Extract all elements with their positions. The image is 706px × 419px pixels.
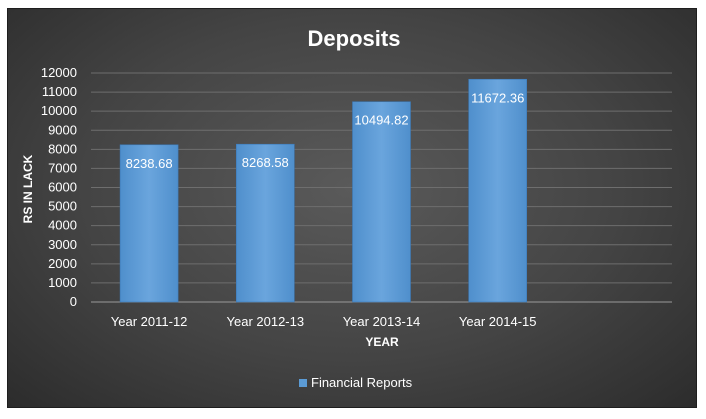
y-tick-label: 8000 [48,141,77,156]
y-tick-label: 3000 [48,237,77,252]
bar [236,143,295,303]
chart-title: Deposits [308,26,401,51]
y-tick-label: 0 [70,294,77,309]
x-tick-label: Year 2011-12 [111,314,188,329]
x-axis-title: YEAR [365,335,399,349]
bar [352,101,411,303]
y-axis-title: RS IN LACK [21,154,35,223]
x-axis-ticks: Year 2011-12 Year 2012-13 Year 2013-14 Year… [111,314,537,329]
data-label: 8238.68 [126,156,173,171]
data-label: 10494.82 [354,113,408,128]
y-tick-label: 12000 [41,65,77,80]
bars [119,78,528,303]
legend-swatch [299,379,307,387]
y-tick-label: 6000 [48,180,77,195]
y-tick-label: 7000 [48,160,77,175]
x-tick-label: Year 2012-13 [227,314,305,329]
data-labels: 8238.68 8268.58 10494.82 11672.36 [126,90,525,171]
y-tick-label: 11000 [42,84,77,99]
x-tick-label: Year 2013-14 [343,314,421,329]
legend: Financial Reports [299,375,413,390]
legend-label: Financial Reports [311,375,413,390]
y-tick-label: 2000 [48,256,77,271]
data-label: 11672.36 [471,90,524,105]
x-tick-label: Year 2014-15 [459,314,537,329]
y-tick-label: 4000 [48,218,77,233]
chart-area: Deposits 0 1000 2000 3000 4000 5000 6000 7000 80… [7,8,697,408]
bar [119,144,179,303]
data-label: 8268.58 [242,155,289,170]
bar-chart: Deposits 0 1000 2000 3000 4000 5000 6000 7000 80… [21,26,672,390]
y-tick-label: 9000 [48,122,77,137]
bar [468,78,528,303]
y-tick-label: 10000 [41,103,77,118]
y-tick-label: 1000 [48,275,77,290]
y-tick-label: 5000 [48,199,77,214]
y-axis-ticks: 0 1000 2000 3000 4000 5000 6000 7000 8000 9000 100… [41,65,77,309]
